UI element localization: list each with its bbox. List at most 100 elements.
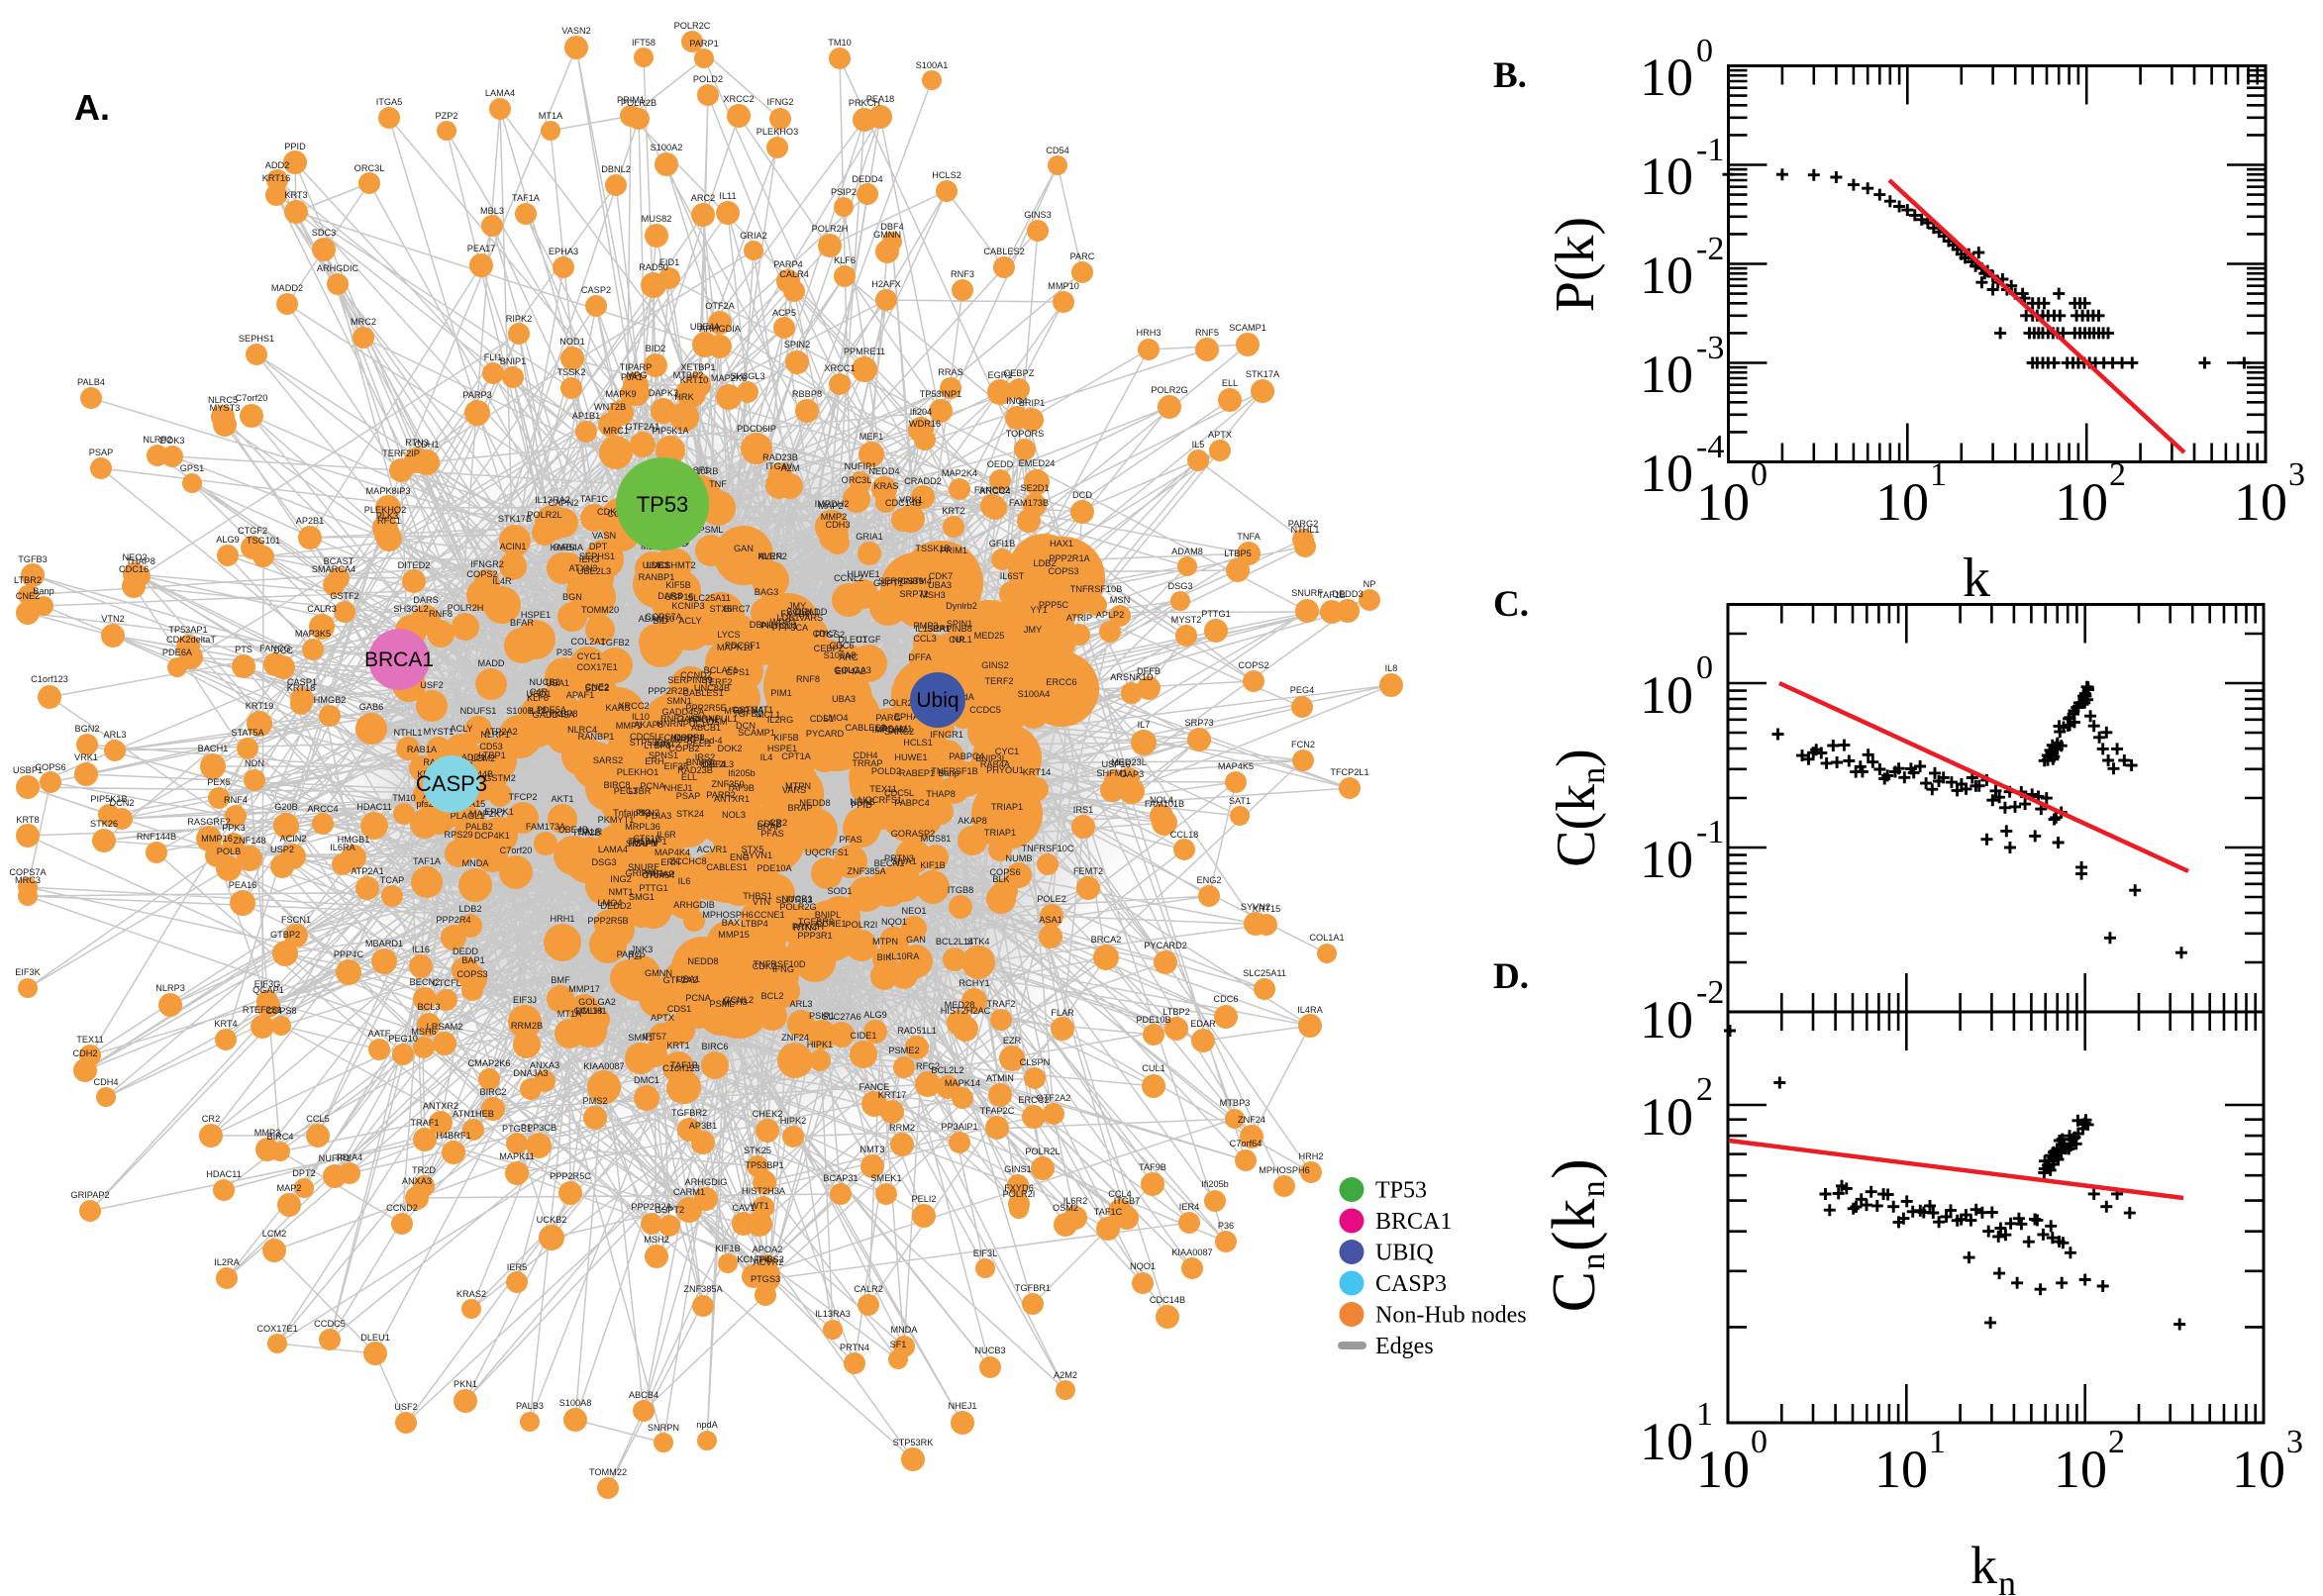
svg-text:EPPK1: EPPK1 xyxy=(484,807,514,817)
svg-text:RASGRF2: RASGRF2 xyxy=(187,817,230,827)
svg-text:PTGS2: PTGS2 xyxy=(815,630,845,640)
svg-text:ASA1: ASA1 xyxy=(1039,915,1062,925)
svg-text:MBL3: MBL3 xyxy=(480,206,504,216)
svg-text:RNF5: RNF5 xyxy=(1195,328,1219,338)
svg-text:TNFA: TNFA xyxy=(1237,532,1261,542)
svg-text:BGN2: BGN2 xyxy=(74,724,99,734)
svg-text:-3: -3 xyxy=(1696,330,1724,366)
svg-text:PPP4C: PPP4C xyxy=(334,949,363,959)
svg-text:2: 2 xyxy=(1696,1071,1713,1108)
svg-text:JMY: JMY xyxy=(788,601,806,611)
svg-text:Banp: Banp xyxy=(33,586,53,596)
svg-text:n: n xyxy=(1998,1563,2016,1596)
svg-text:MAP3K5: MAP3K5 xyxy=(295,629,331,639)
svg-text:STK4: STK4 xyxy=(967,937,990,947)
svg-text:IRS1: IRS1 xyxy=(1073,805,1093,815)
svg-text:COPS7A: COPS7A xyxy=(645,612,682,622)
svg-text:FANCE: FANCE xyxy=(859,1082,890,1092)
svg-text:NLRP2: NLRP2 xyxy=(143,435,172,445)
svg-text:KCNIP4: KCNIP4 xyxy=(737,1254,769,1264)
svg-text:MBARD1: MBARD1 xyxy=(365,939,403,948)
svg-text:TGFBR3: TGFBR3 xyxy=(798,917,834,927)
svg-text:MAPK8IP3: MAPK8IP3 xyxy=(366,486,411,496)
svg-text:KIAA0087: KIAA0087 xyxy=(583,1061,624,1071)
svg-text:GAN: GAN xyxy=(734,544,754,553)
svg-text:IL10RB: IL10RB xyxy=(688,466,719,476)
svg-text:DARS: DARS xyxy=(657,591,683,601)
svg-text:CT610: CT610 xyxy=(633,834,660,844)
svg-text:PDIA4: PDIA4 xyxy=(337,1152,363,1162)
svg-text:GINS3: GINS3 xyxy=(1024,210,1052,220)
svg-text:10: 10 xyxy=(1640,1087,1693,1147)
svg-text:PARG: PARG xyxy=(875,713,900,723)
svg-text:PEA18: PEA18 xyxy=(866,94,895,104)
svg-text:CDS1: CDS1 xyxy=(667,1004,692,1014)
svg-text:PPMRE11: PPMRE11 xyxy=(844,347,885,356)
svg-text:DEDD2: DEDD2 xyxy=(600,901,631,911)
svg-text:MPHOSPH6: MPHOSPH6 xyxy=(1259,1165,1310,1175)
svg-text:SARS2: SARS2 xyxy=(593,755,623,765)
svg-text:H2AFX: H2AFX xyxy=(871,279,901,289)
svg-text:ATP2A1: ATP2A1 xyxy=(351,866,384,876)
svg-text:SRP73: SRP73 xyxy=(1184,718,1213,728)
svg-text:DBNL: DBNL xyxy=(750,620,774,630)
svg-text:GINS2: GINS2 xyxy=(981,660,1009,670)
svg-text:Banp: Banp xyxy=(938,768,959,778)
svg-text:ACVR1: ACVR1 xyxy=(697,845,728,854)
svg-text:FXYD6: FXYD6 xyxy=(1004,1183,1034,1193)
svg-text:BCL2L2: BCL2L2 xyxy=(931,1065,963,1075)
svg-text:TGFB3: TGFB3 xyxy=(18,554,48,564)
svg-text:GPS1: GPS1 xyxy=(726,667,751,677)
svg-text:XRCC4: XRCC4 xyxy=(979,486,1010,496)
svg-text:10: 10 xyxy=(1875,472,1929,532)
svg-text:LMO4: LMO4 xyxy=(597,898,622,908)
svg-text:POLD2: POLD2 xyxy=(871,766,901,776)
svg-text:POLR2G: POLR2G xyxy=(779,902,816,912)
svg-text:MMP17: MMP17 xyxy=(568,984,600,994)
svg-text:ENG2: ENG2 xyxy=(1196,875,1221,885)
svg-text:FANCD2: FANCD2 xyxy=(974,485,1010,495)
svg-text:GINS1: GINS1 xyxy=(1004,1164,1032,1174)
svg-text:MUS81: MUS81 xyxy=(921,834,952,844)
svg-text:NTHL1: NTHL1 xyxy=(1290,525,1319,535)
svg-text:HDAC11: HDAC11 xyxy=(206,1169,242,1179)
svg-text:PPP2R1A: PPP2R1A xyxy=(1049,553,1090,563)
svg-text:FAM101B: FAM101B xyxy=(1145,799,1184,809)
svg-text:Ubiq: Ubiq xyxy=(916,689,959,712)
svg-text:IL2RA: IL2RA xyxy=(214,1257,240,1267)
svg-text:PCNA: PCNA xyxy=(640,781,665,791)
svg-text:ARL3: ARL3 xyxy=(790,999,813,1009)
svg-text:UBE2L3: UBE2L3 xyxy=(577,566,611,576)
svg-text:PKMYT1: PKMYT1 xyxy=(598,815,635,825)
svg-text:POLR2I: POLR2I xyxy=(846,920,878,930)
svg-text:1: 1 xyxy=(1929,1424,1946,1460)
svg-text:ITGAV: ITGAV xyxy=(766,461,794,471)
svg-text:D.: D. xyxy=(1493,956,1529,997)
svg-text:GSPT2: GSPT2 xyxy=(655,1205,684,1215)
svg-text:BLK: BLK xyxy=(992,874,1010,884)
svg-text:DSG3: DSG3 xyxy=(1167,581,1192,591)
svg-text:IL13RA3: IL13RA3 xyxy=(815,1309,851,1319)
svg-text:S100A1: S100A1 xyxy=(916,60,949,70)
svg-text:ACLY: ACLY xyxy=(450,724,472,734)
svg-text:TGFBR1: TGFBR1 xyxy=(1015,1283,1051,1293)
svg-text:OTF2A: OTF2A xyxy=(705,301,735,311)
svg-text:YY1: YY1 xyxy=(1030,605,1047,615)
svg-text:DOK2: DOK2 xyxy=(717,744,742,753)
svg-text:STK26: STK26 xyxy=(90,819,118,829)
svg-text:MADD2: MADD2 xyxy=(271,283,303,293)
svg-text:TGFB1: TGFB1 xyxy=(733,709,762,719)
svg-text:CASP3: CASP3 xyxy=(416,771,487,796)
svg-text:KRAS2: KRAS2 xyxy=(456,1289,486,1299)
svg-text:GORASP2: GORASP2 xyxy=(891,829,935,839)
svg-text:10: 10 xyxy=(1640,990,1693,1049)
svg-text:PDE5A: PDE5A xyxy=(537,705,567,715)
svg-text:RFC2: RFC2 xyxy=(916,1061,940,1071)
svg-text:CDK7: CDK7 xyxy=(813,629,838,639)
svg-text:COX17E1: COX17E1 xyxy=(256,1324,297,1334)
svg-text:ELL: ELL xyxy=(681,772,697,782)
svg-text:PPP2R4: PPP2R4 xyxy=(436,915,470,925)
svg-text:POLR2C: POLR2C xyxy=(674,21,711,31)
svg-text:ARHGDIG: ARHGDIG xyxy=(685,1177,728,1187)
svg-text:GMNN: GMNN xyxy=(645,968,672,978)
